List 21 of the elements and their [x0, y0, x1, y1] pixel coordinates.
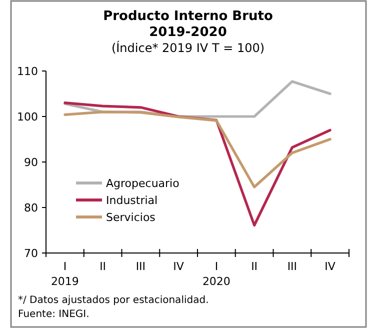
chart-subtitle: 2019-2020 (Índice* 2019 IV T = 100) [111, 25, 265, 55]
source-note: Fuente: INEGI. [18, 309, 90, 320]
chart-title: Producto Interno Bruto [103, 9, 273, 24]
x-tick-label: I 2020 [202, 260, 230, 288]
x-tick-label: I 2019 [50, 260, 79, 288]
legend-label: Servicios [106, 210, 156, 224]
y-tick-label: 110 [17, 64, 38, 78]
x-tick-label: IV [324, 260, 336, 273]
y-tick-label: 70 [24, 246, 38, 260]
text: */ Datos ajustados por estacionalidad. [18, 295, 209, 306]
x-tick-label: III [136, 260, 146, 273]
y-tick-label: 90 [24, 156, 38, 169]
line-series [64, 110, 332, 188]
y-tick-label: 80 [24, 201, 38, 214]
legend-label: Industrial [106, 194, 158, 207]
x-tick-label: IV [173, 260, 184, 273]
x-tick-label: III [287, 260, 298, 273]
legend-label: Agropecuario [106, 176, 180, 190]
y-tick-label: 100 [17, 110, 38, 124]
x-tick-label: II [100, 260, 106, 273]
x-tick-label: II [251, 260, 258, 273]
